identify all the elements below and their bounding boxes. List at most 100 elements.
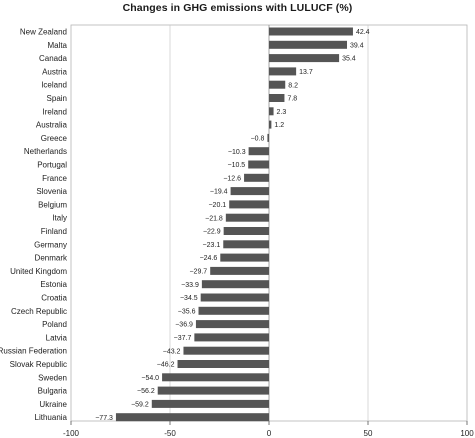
category-label: Bulgaria [38,387,68,396]
category-label: Slovak Republic [10,360,67,369]
value-label: −22.9 [203,229,221,236]
value-label: 2.3 [277,109,287,116]
category-label: Portugal [37,161,67,170]
category-label: France [42,174,67,183]
value-label: 8.2 [288,82,298,89]
value-label: 13.7 [299,69,313,76]
bar [195,320,269,329]
value-label: 1.2 [274,122,284,129]
bar [244,173,269,182]
bar [201,280,269,289]
bar [210,266,269,275]
category-label: Italy [52,214,67,223]
value-label: −19.4 [210,189,228,196]
category-label: Germany [34,240,67,249]
category-label: Czech Republic [11,307,67,316]
bar [269,40,348,49]
x-tick-label: 50 [364,429,373,438]
category-label: Ireland [43,107,67,116]
category-label: Greece [41,134,68,143]
x-tick-label: -50 [164,429,176,438]
value-label: −59.2 [131,402,149,409]
bar [220,253,269,262]
x-axis-ticks: -100 -50 0 50 100 [63,421,474,438]
category-label: Poland [42,320,67,329]
bar [269,54,340,63]
value-label: 42.4 [356,29,370,36]
value-label: −20.1 [208,202,226,209]
bar [157,386,269,395]
bar [198,306,269,315]
value-label: −43.2 [163,348,181,355]
bar [248,160,269,169]
category-label: Iceland [41,81,67,90]
bar [269,94,285,102]
value-label: 39.4 [350,42,364,49]
value-label: −46.2 [157,362,175,369]
bar [223,240,269,249]
value-label: −37.7 [174,335,192,342]
category-label: United Kingdom [10,267,67,276]
category-label: Belgium [38,200,67,209]
bar [248,147,269,156]
bar [230,187,269,196]
grid-lines [70,24,468,422]
value-label: −23.1 [203,242,221,249]
x-tick-label: -100 [63,429,80,438]
category-label: Canada [39,54,68,63]
bar [269,120,272,129]
bar [223,227,269,235]
x-tick-label: 0 [267,429,272,438]
category-label: Croatia [41,294,67,303]
x-tick-label: 100 [460,429,474,438]
bar [151,399,269,408]
bar [269,80,286,89]
value-label: −77.3 [95,415,113,422]
category-label: Sweden [38,373,67,382]
bar [177,360,269,368]
bar [225,213,269,222]
category-label: Australia [36,121,68,130]
category-label: Russian Federation [0,347,67,356]
bar [269,27,353,36]
value-label: −21.8 [205,215,223,222]
category-label: Denmark [35,254,68,263]
value-label: −24.6 [200,255,218,262]
value-label: −33.9 [181,282,199,289]
value-label: −34.5 [180,295,198,302]
category-label: Netherlands [24,147,67,156]
value-label: 35.4 [342,56,356,63]
value-label: −0.8 [251,136,265,143]
category-label: Spain [47,94,67,103]
value-label: −35.6 [178,308,196,315]
category-label: Ukraine [39,400,67,409]
value-label: −10.3 [228,149,246,156]
category-label: Malta [47,41,67,50]
value-label: 7.8 [287,96,297,103]
bar [267,133,269,142]
bar-series [115,27,353,422]
chart-title: Changes in GHG emissions with LULUCF (%) [122,2,353,14]
value-label: −10.5 [227,162,245,169]
category-label: Slovenia [36,187,67,196]
category-label: Latvia [46,333,68,342]
value-labels: 42.4 39.4 35.4 13.78.2 7.82.3 1.2 −0.8 −10.3 −10… [95,29,369,422]
value-label: −29.7 [189,269,207,276]
bar [269,107,274,116]
category-label: Estonia [40,280,67,289]
bar [229,200,269,209]
bar [200,293,269,302]
bar [194,333,269,342]
category-label: Lithuania [35,413,68,422]
bar [162,373,269,382]
category-label: Finland [41,227,67,236]
value-label: −54.0 [141,375,159,382]
value-label: −12.6 [223,175,241,182]
category-labels: New Zealand Malta Canada Austria Iceland Spai… [0,28,68,423]
value-label: −56.2 [137,388,155,395]
bar [183,346,269,355]
bar [269,67,297,76]
category-label: New Zealand [20,28,67,37]
value-label: −36.9 [175,322,193,329]
